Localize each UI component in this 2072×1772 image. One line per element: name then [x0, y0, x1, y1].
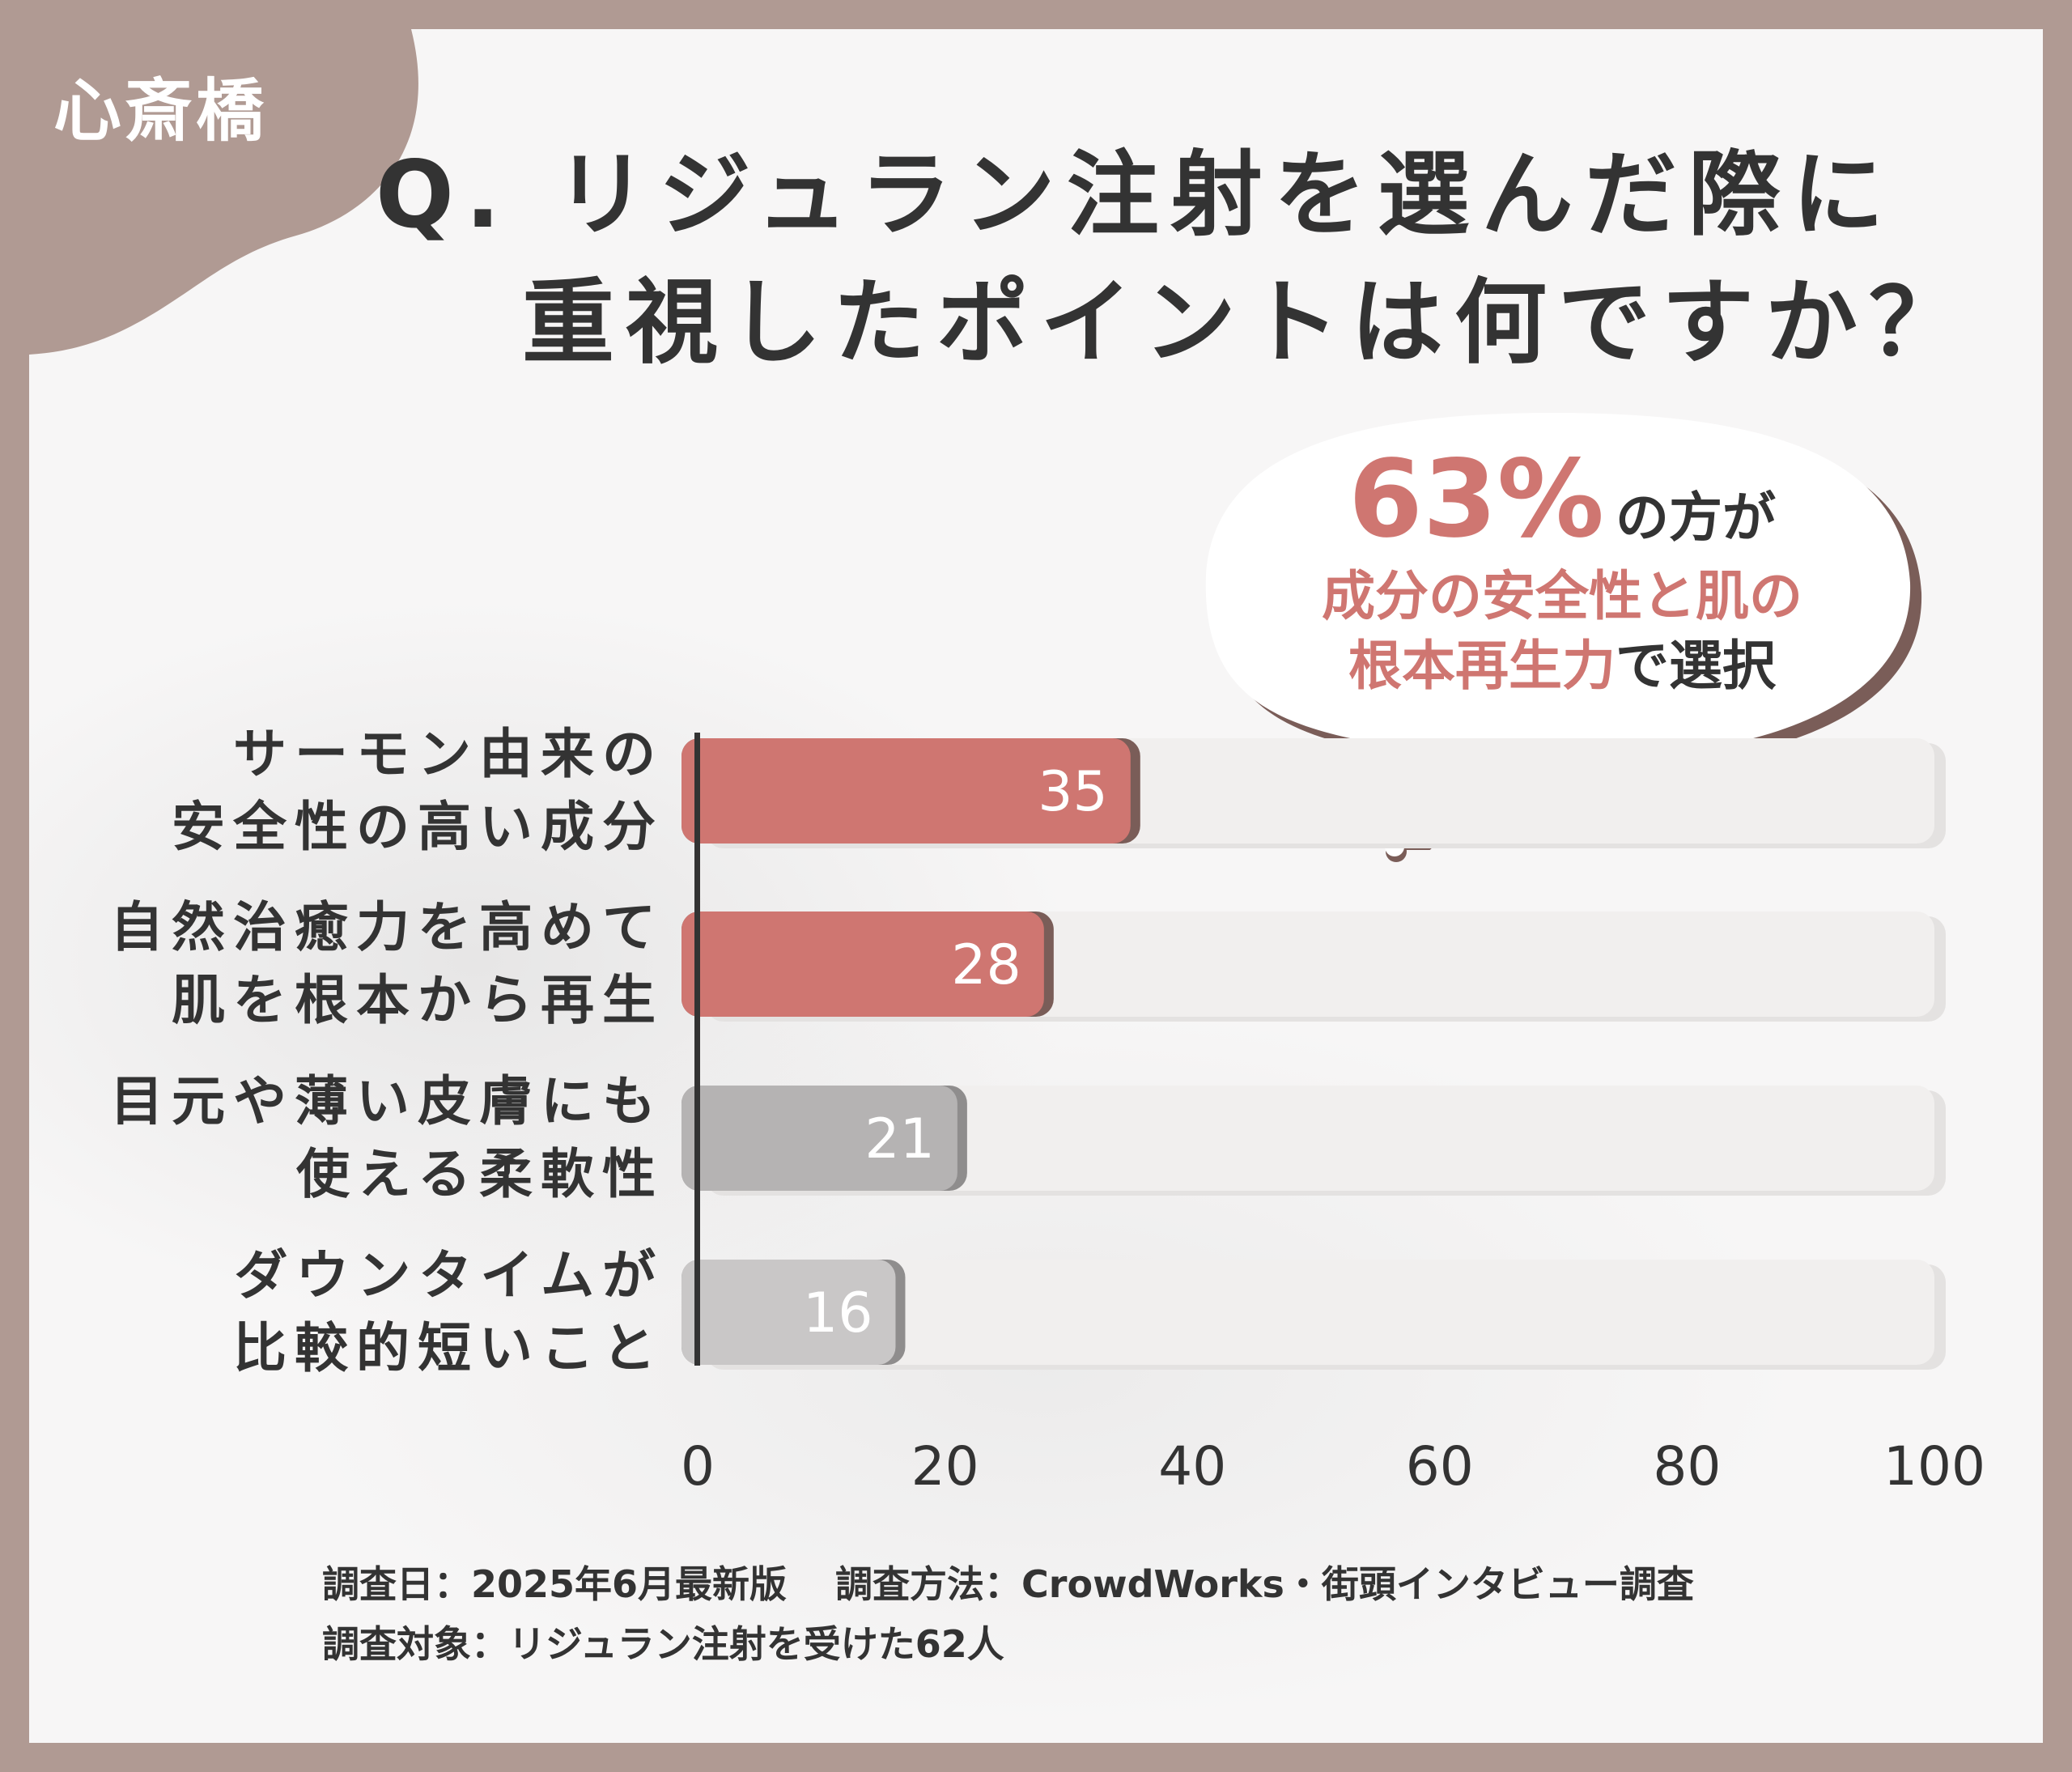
- y-axis-line: [694, 733, 700, 1366]
- bar-track: [698, 1086, 1934, 1191]
- question-title-line-1: Q. リジュラン注射を選んだ際に: [376, 141, 1896, 249]
- corner-wave-shape: [29, 29, 418, 355]
- category-label: 自然治癒力を高めて 肌を根本から再生: [110, 896, 664, 1031]
- survey-date: 調査日：2025年6月最新版: [322, 1562, 788, 1606]
- x-tick-label: 40: [1158, 1435, 1226, 1498]
- callout-line-2: 成分の安全性と肌の: [1322, 565, 1802, 627]
- bar-value-label: 16: [803, 1281, 873, 1345]
- category-label: 目元や薄い皮膚にも 使える柔軟性: [110, 1070, 664, 1205]
- callout-line-3-tail: で選択: [1616, 635, 1776, 697]
- x-tick-label: 0: [681, 1435, 715, 1498]
- location-tag: 心斎橋: [53, 71, 268, 151]
- bar-track: [698, 1260, 1934, 1365]
- bar-value-label: 21: [864, 1107, 935, 1171]
- x-tick-label: 100: [1883, 1435, 1985, 1498]
- category-label: ダウンタイムが 比較的短いこと: [233, 1244, 664, 1379]
- bar: [681, 738, 1131, 844]
- bar-value-label: 35: [1038, 760, 1108, 824]
- callout-suffix: の方が: [1615, 487, 1776, 549]
- survey-footer: 調査日：2025年6月最新版 調査方法：CrowdWorks・街頭インタビュー調査…: [322, 1554, 1694, 1674]
- callout-percent: 63%: [1348, 437, 1604, 562]
- x-tick-label: 80: [1653, 1435, 1721, 1498]
- bar: [681, 1086, 957, 1191]
- bar: [681, 911, 1044, 1017]
- survey-method: 調査方法：CrowdWorks・街頭インタビュー調査: [835, 1562, 1694, 1606]
- survey-target: 調査対象：リジュラン注射を受けた62人: [322, 1622, 1004, 1666]
- category-label: サーモン由来の 安全性の高い成分: [172, 723, 664, 858]
- bar: [681, 1260, 896, 1365]
- question-title-line-2: 重視したポイントは何ですか？: [522, 269, 1973, 376]
- callout-line-3-accent: 根本再生力: [1348, 635, 1616, 697]
- x-tick-label: 60: [1406, 1435, 1474, 1498]
- bar-value-label: 28: [951, 933, 1021, 997]
- callout-text: 63% の方が 成分の安全性と肌の 根本再生力で選択: [1206, 437, 1918, 701]
- x-tick-label: 20: [911, 1435, 979, 1498]
